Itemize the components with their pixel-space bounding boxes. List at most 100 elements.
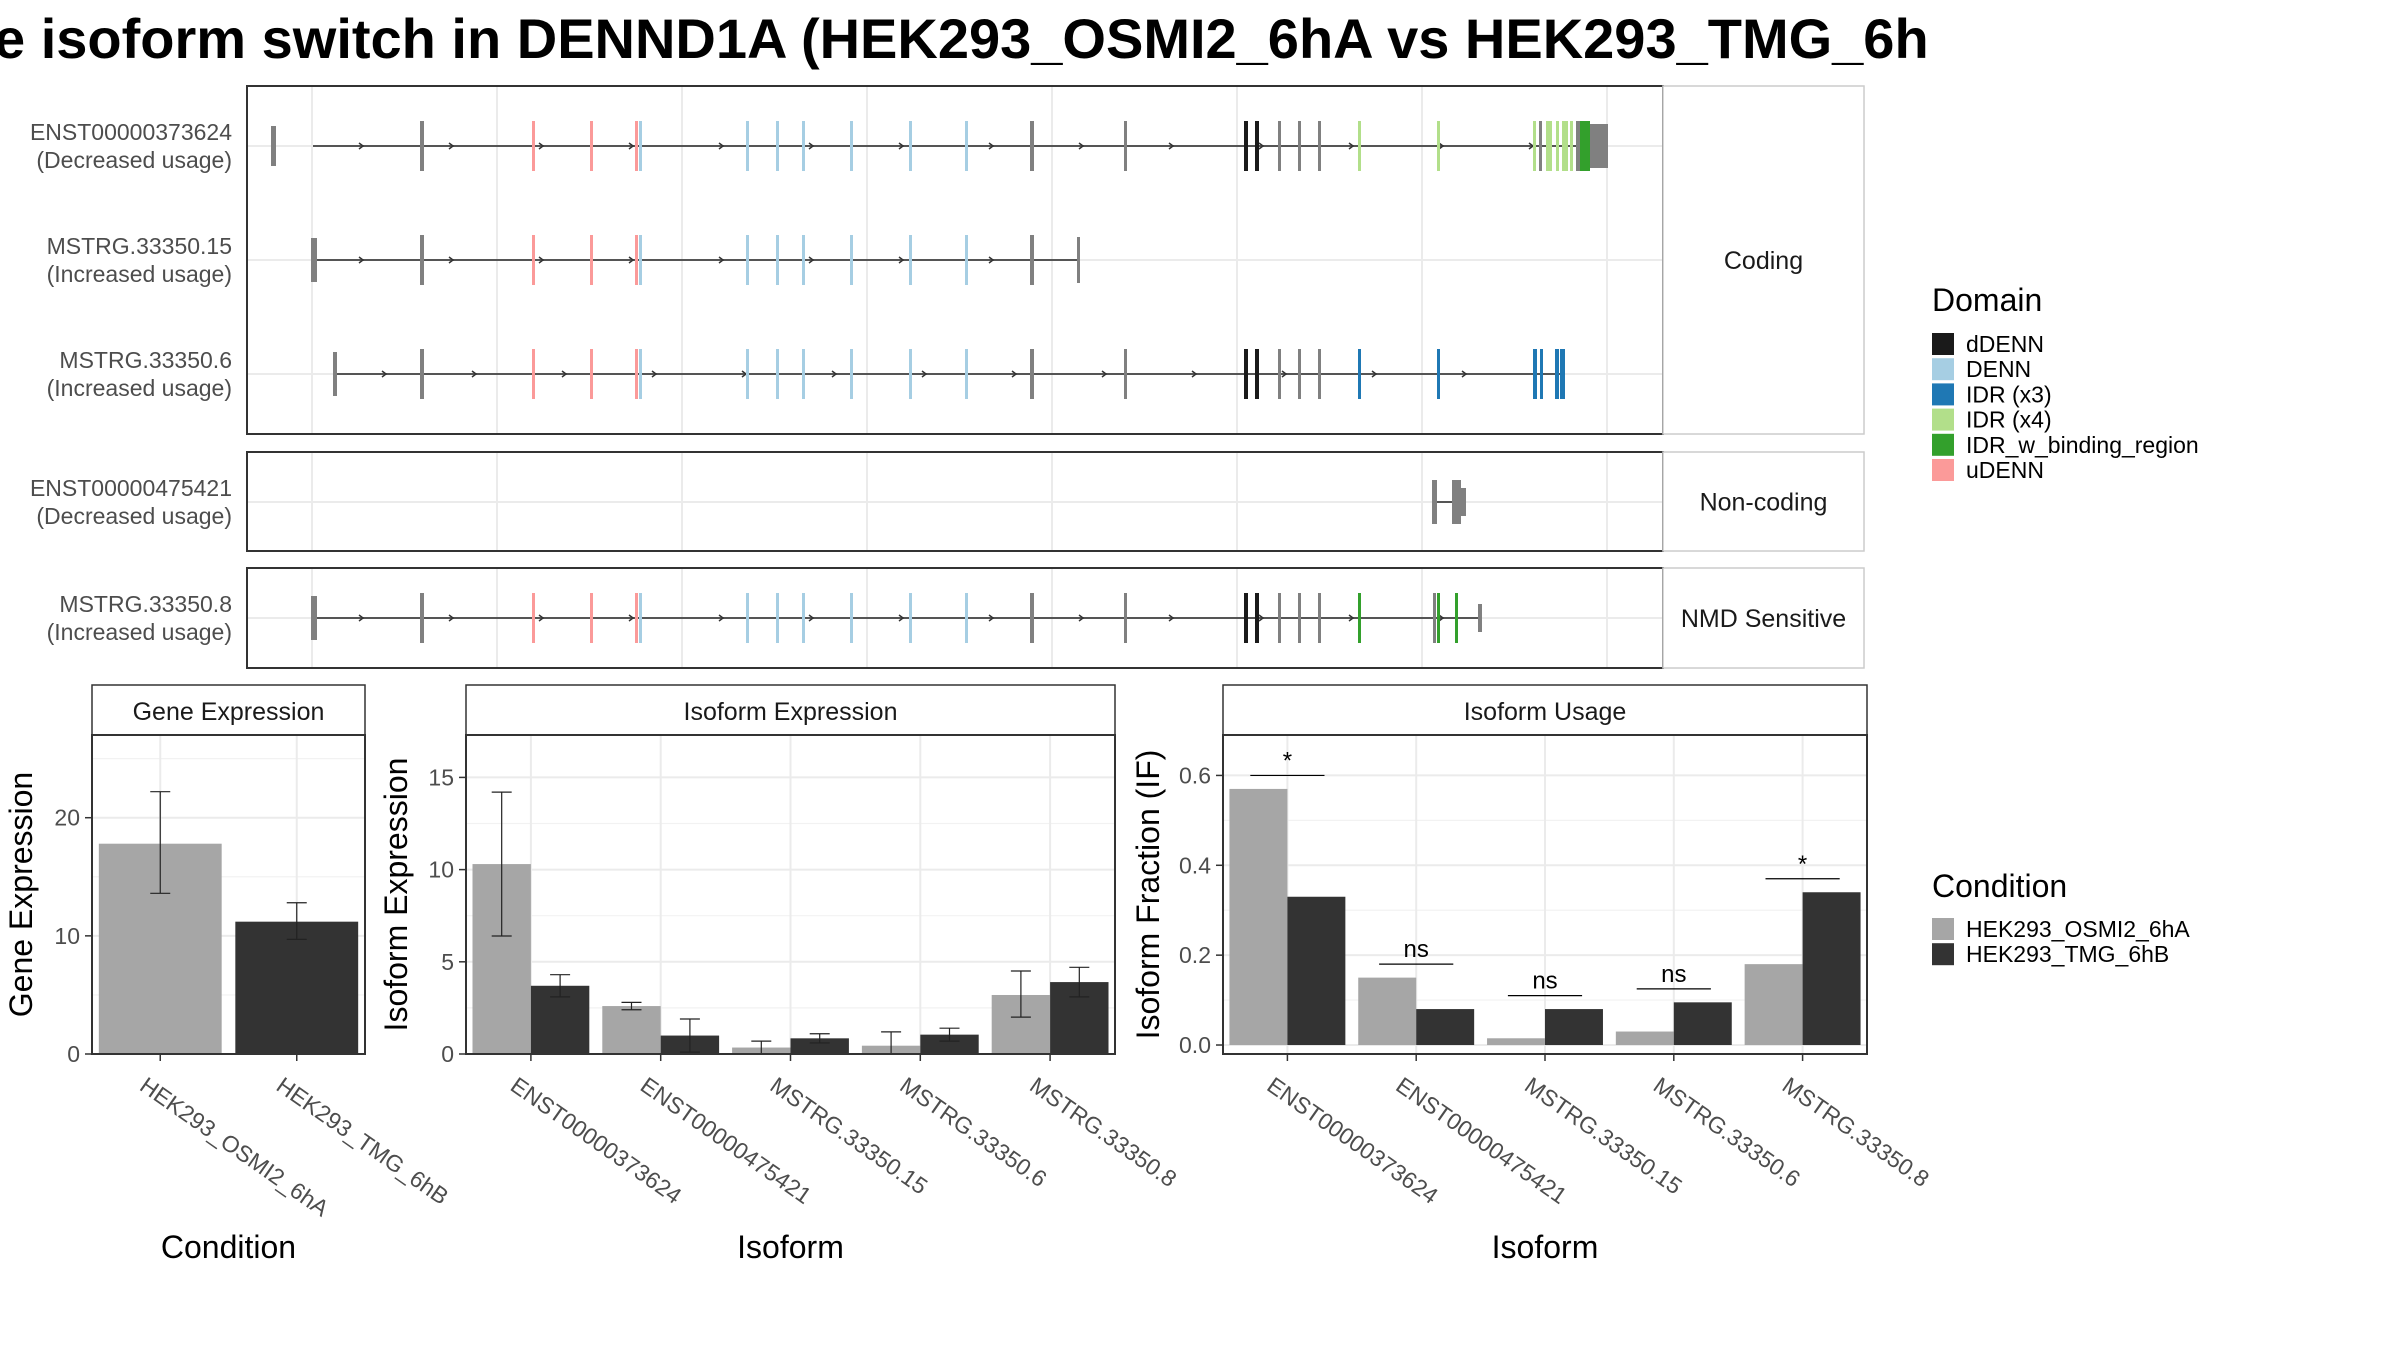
exon xyxy=(1546,121,1552,171)
exon xyxy=(333,352,337,396)
chart-title: Gene Expression xyxy=(133,698,325,726)
exon xyxy=(1580,121,1590,171)
bar xyxy=(1744,964,1803,1046)
legend-key-label: HEK293_OSMI2_6hA xyxy=(1966,916,2190,942)
strand-arrow xyxy=(808,614,815,622)
legend-key-label: IDR (x3) xyxy=(1966,381,2052,407)
exon xyxy=(1556,121,1559,171)
exon xyxy=(850,593,853,643)
category-strip-label: Coding xyxy=(1724,247,1803,275)
transcript-usage-label: (Increased usage) xyxy=(47,261,232,287)
strand-arrow xyxy=(921,370,928,378)
legend-key-swatch xyxy=(1932,459,1954,481)
exon xyxy=(746,593,749,643)
transcript-usage-label: (Increased usage) xyxy=(47,619,232,645)
exon xyxy=(1298,349,1301,399)
exon xyxy=(1576,121,1580,171)
exon xyxy=(1298,593,1301,643)
strand-arrow xyxy=(808,256,815,264)
plot-border xyxy=(1222,734,1868,1055)
legend-key-swatch xyxy=(1932,358,1954,381)
strand-arrow xyxy=(898,256,905,264)
figure-title: e isoform switch in DENND1A (HEK293_OSMI… xyxy=(0,7,1929,70)
exon xyxy=(802,235,805,285)
strand-arrow xyxy=(831,370,838,378)
y-tick-label: 0.0 xyxy=(1179,1032,1211,1058)
significance-label: * xyxy=(1798,851,1807,878)
y-tick-label: 10 xyxy=(428,857,454,883)
exon xyxy=(1358,593,1361,643)
strand-arrow xyxy=(1438,614,1445,622)
strand-arrow xyxy=(1168,614,1175,622)
exon xyxy=(1255,121,1259,171)
exon xyxy=(1432,480,1437,524)
exon xyxy=(1358,121,1361,171)
bar xyxy=(1487,1038,1545,1046)
legend-key-label: dDENN xyxy=(1966,331,2044,357)
exon xyxy=(635,235,638,285)
legend-key-label: IDR_w_binding_region xyxy=(1966,432,2199,458)
strand-arrow xyxy=(1461,370,1468,378)
exon xyxy=(1030,349,1034,399)
exon xyxy=(1437,121,1440,171)
y-tick-label: 0 xyxy=(441,1041,454,1067)
exon xyxy=(635,121,638,171)
strand-arrow xyxy=(628,142,635,150)
legend-key-swatch xyxy=(1932,918,1954,940)
category-strip xyxy=(1662,451,1865,552)
exon xyxy=(1255,349,1259,399)
exon xyxy=(1278,121,1281,171)
y-tick-label: 5 xyxy=(441,949,454,975)
strand-arrow xyxy=(1348,614,1355,622)
exon xyxy=(1358,349,1361,399)
transcript-label: MSTRG.33350.6 xyxy=(59,347,232,373)
legend-key-swatch xyxy=(1932,433,1954,456)
strand-arrow xyxy=(988,142,995,150)
strand-arrow xyxy=(448,142,455,150)
strand-arrow xyxy=(988,614,995,622)
strand-arrow xyxy=(628,256,635,264)
exon xyxy=(639,593,642,643)
bar xyxy=(1416,1009,1475,1046)
exon xyxy=(635,593,638,643)
strand-arrow xyxy=(448,256,455,264)
exon xyxy=(1452,480,1461,524)
exon xyxy=(590,235,593,285)
exon xyxy=(1437,593,1440,643)
exon xyxy=(1318,349,1321,399)
y-tick-label: 10 xyxy=(54,923,80,949)
strand-arrow xyxy=(538,614,545,622)
exon xyxy=(909,235,912,285)
exon xyxy=(311,238,317,282)
transcript-label: MSTRG.33350.8 xyxy=(59,591,232,617)
y-axis-title: Gene Expression xyxy=(3,772,39,1017)
strand-arrow xyxy=(358,142,365,150)
exon xyxy=(1533,121,1536,171)
bar xyxy=(1673,1002,1732,1046)
strand-arrow xyxy=(1258,142,1265,150)
exon xyxy=(1570,121,1573,171)
transcript-row: ENST00000475421(Decreased usage) xyxy=(30,475,1466,529)
exon xyxy=(1124,349,1127,399)
strand-arrow xyxy=(808,142,815,150)
bar xyxy=(920,1034,979,1054)
strand-arrow xyxy=(988,256,995,264)
strand-arrow xyxy=(718,614,725,622)
exon xyxy=(802,349,805,399)
strand-arrow xyxy=(358,614,365,622)
strand-arrow xyxy=(1281,370,1288,378)
exon xyxy=(1437,349,1440,399)
strand-arrow xyxy=(1078,614,1085,622)
exon xyxy=(746,349,749,399)
transcript-row: MSTRG.33350.6(Increased usage) xyxy=(47,347,1565,401)
exon xyxy=(802,593,805,643)
exon xyxy=(1244,349,1248,399)
significance-label: ns xyxy=(1661,961,1686,988)
exon xyxy=(532,235,535,285)
exon xyxy=(532,593,535,643)
strand-arrow xyxy=(561,370,568,378)
legend-key-label: DENN xyxy=(1966,356,2031,382)
y-axis-title: Isoform Fraction (IF) xyxy=(1130,750,1166,1040)
